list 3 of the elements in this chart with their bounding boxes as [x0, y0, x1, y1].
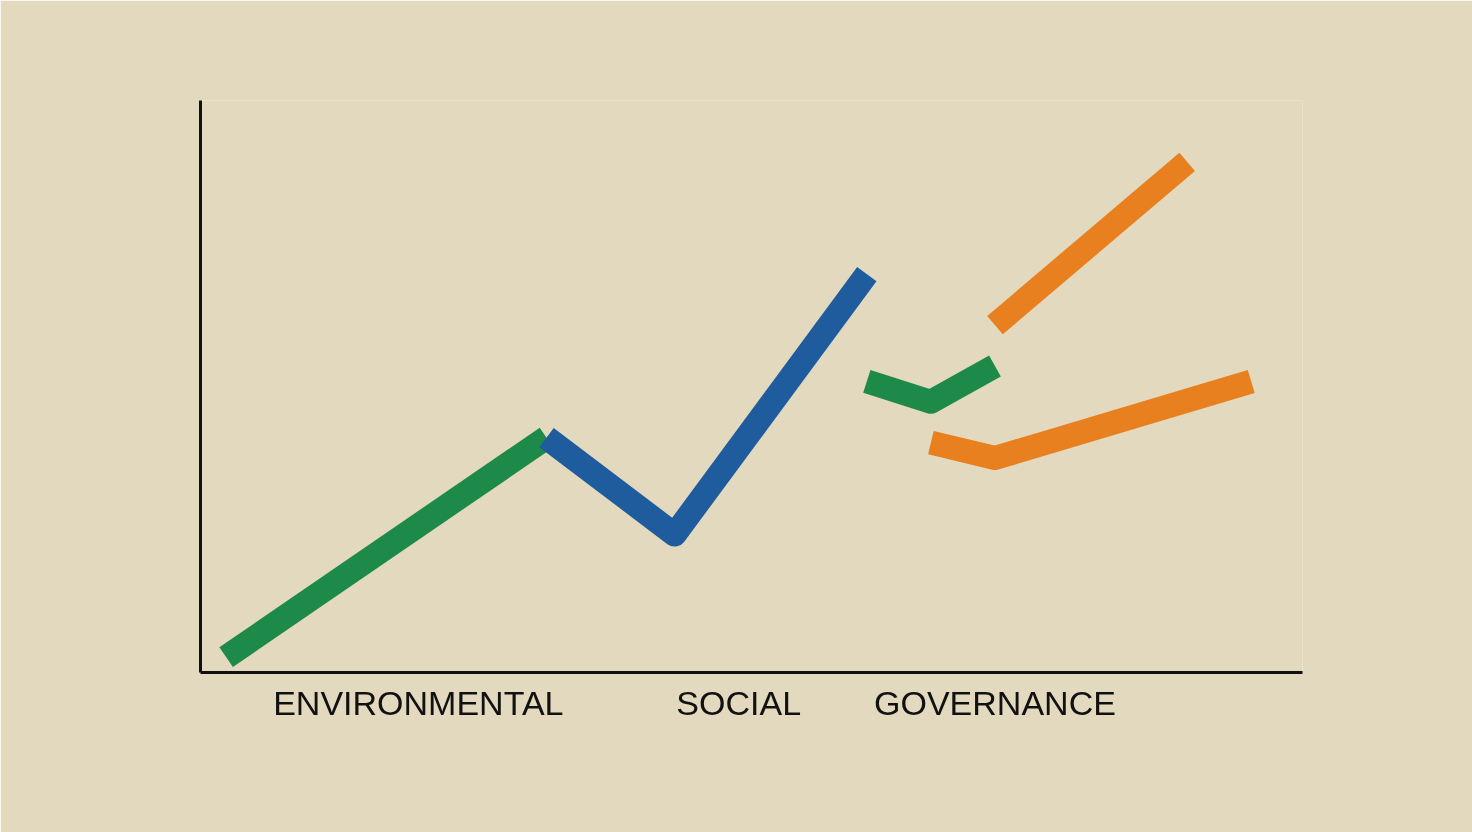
- x-tick-label: ENVIRONMENTAL: [273, 683, 564, 722]
- x-tick-label: SOCIAL: [676, 683, 802, 722]
- x-tick-label: GOVERNANCE: [874, 683, 1116, 722]
